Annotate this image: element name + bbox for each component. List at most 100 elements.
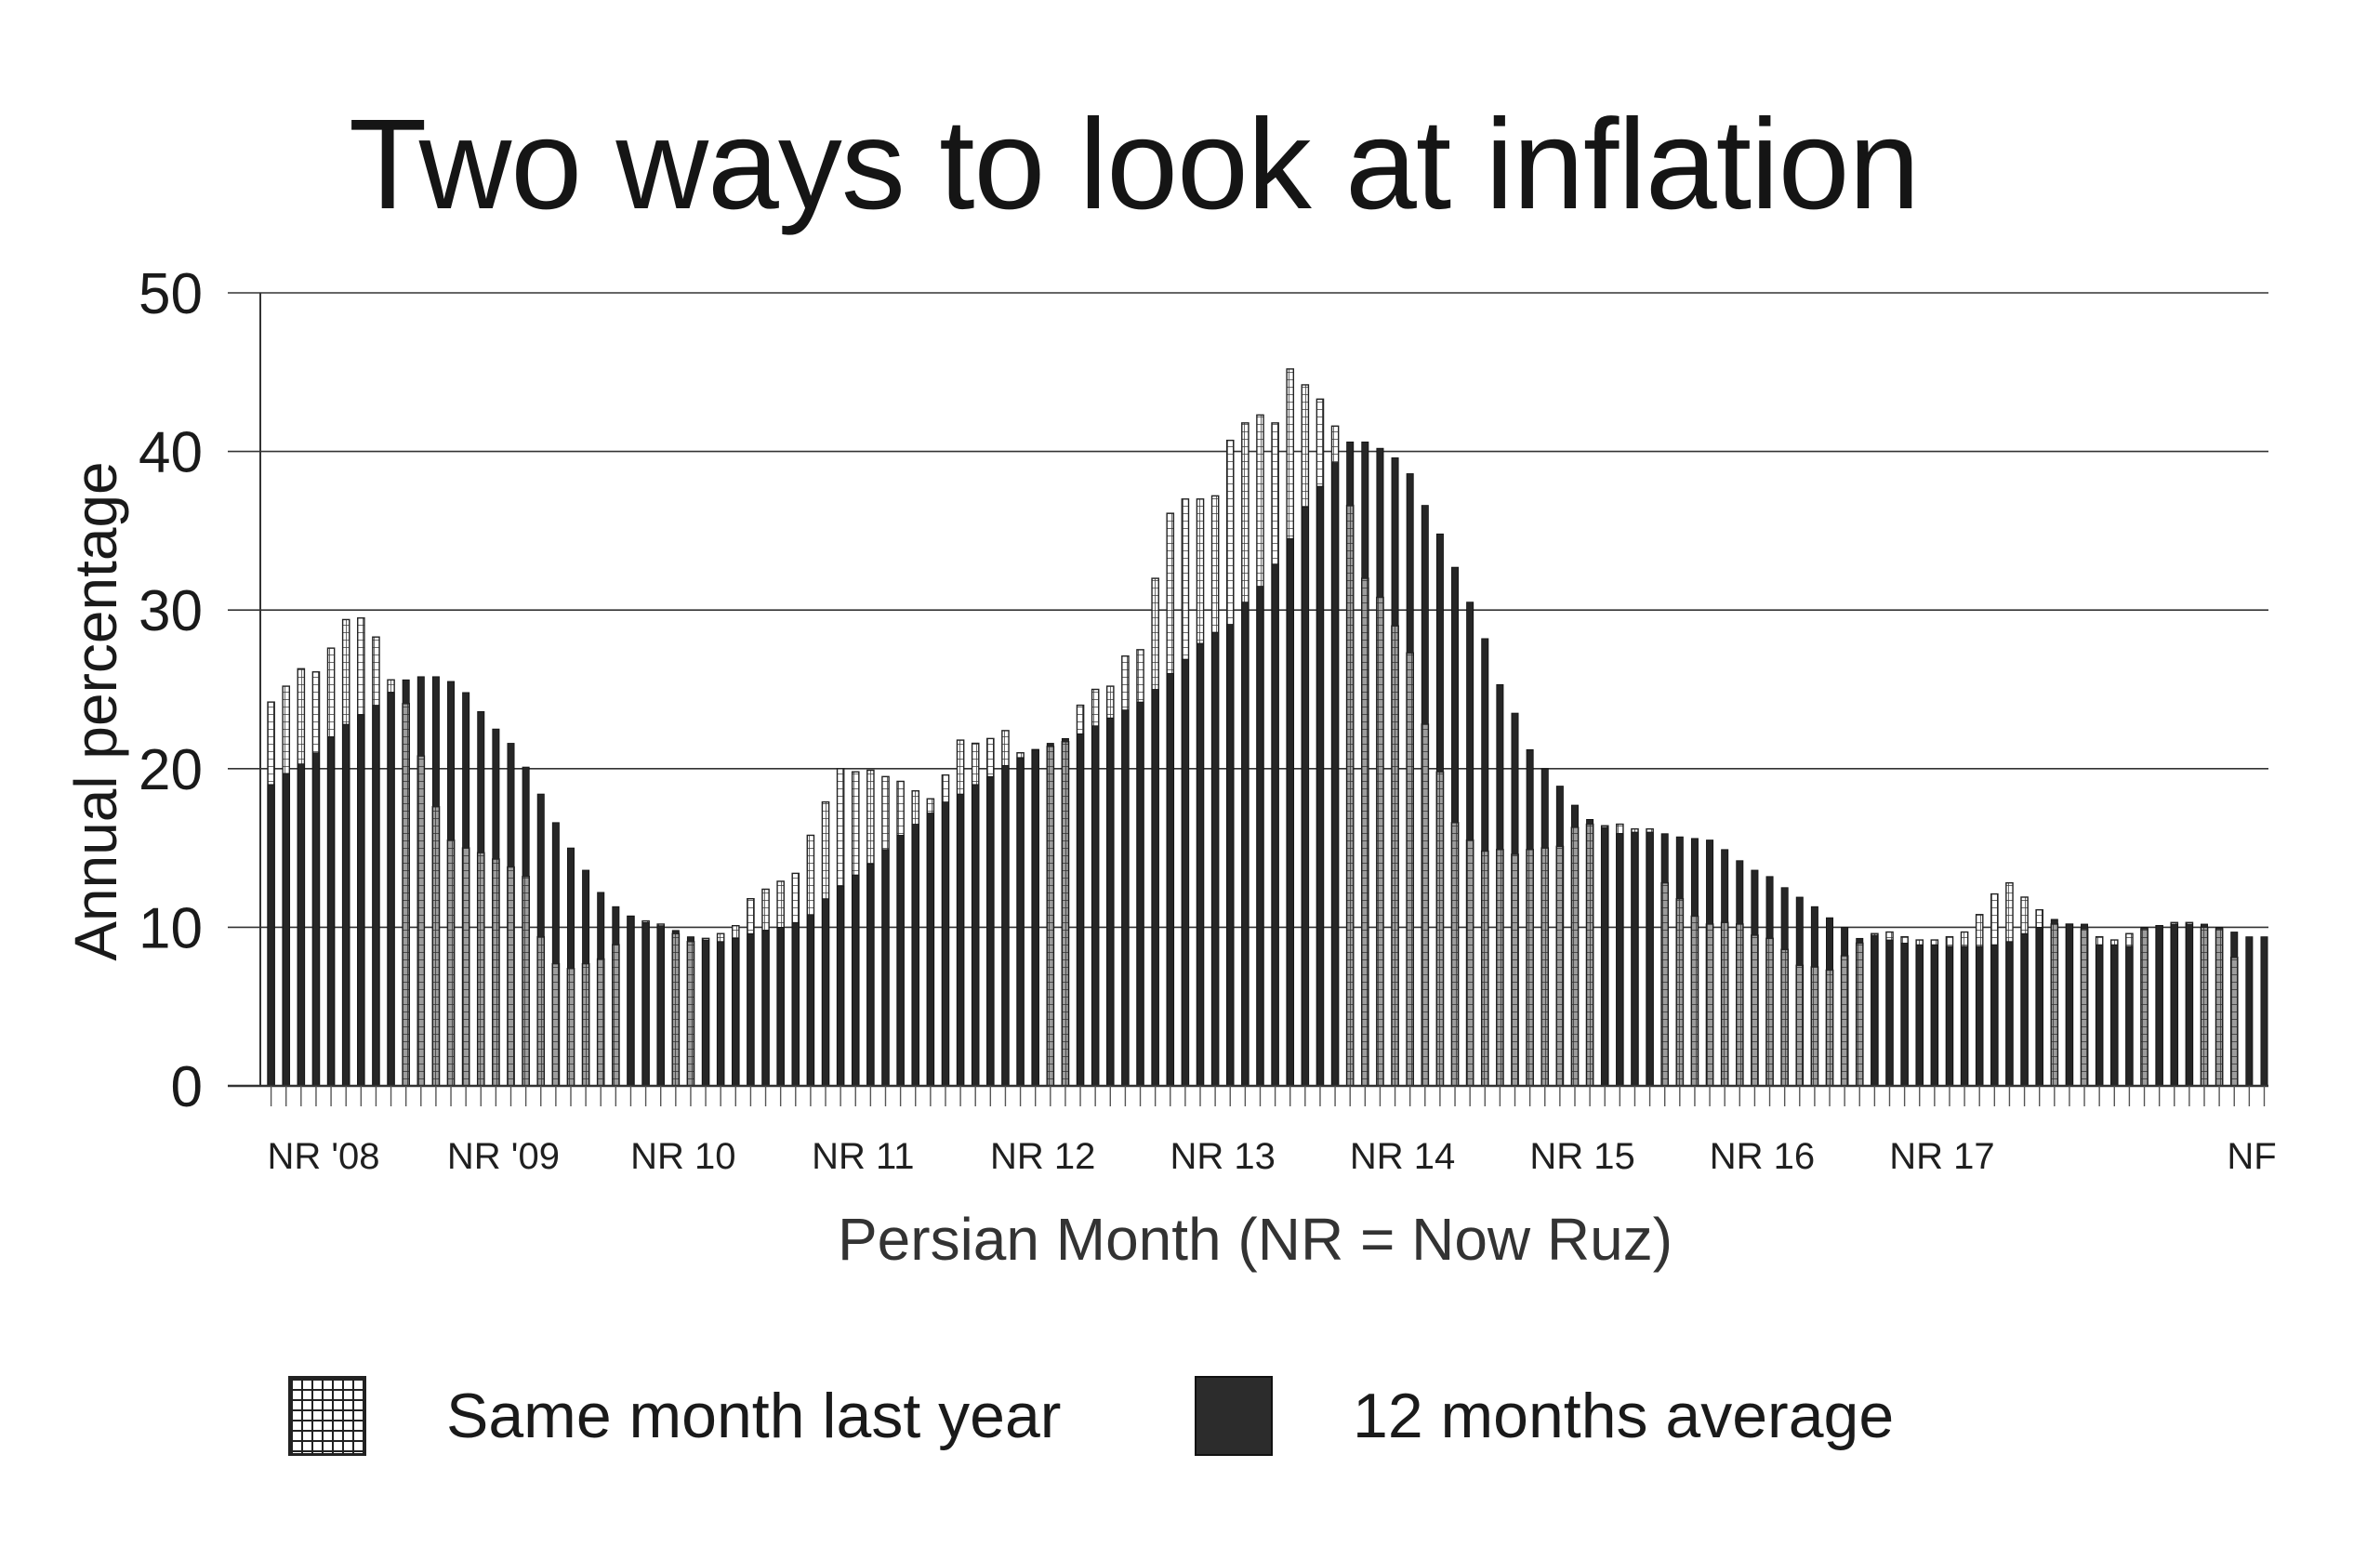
bar-12-months-average <box>1331 462 1340 1087</box>
bar-same-month-last-year-overlay <box>1585 823 1594 1087</box>
bar-12-months-average <box>986 775 995 1087</box>
bar-same-month-last-year-overlay <box>2080 928 2089 1087</box>
x-tick-label: NR 10 <box>630 1136 735 1177</box>
bar-same-month-last-year-overlay <box>1855 942 1864 1087</box>
bar-same-month-last-year-overlay <box>1705 923 1714 1087</box>
bar-12-months-average <box>372 705 380 1087</box>
bar-same-month-last-year-overlay <box>1690 915 1699 1087</box>
bar-same-month-last-year-overlay <box>1660 881 1670 1087</box>
bar-12-months-average <box>2185 923 2193 1087</box>
bar-12-months-average <box>1106 717 1115 1087</box>
bar-same-month-last-year-overlay <box>1391 625 1399 1087</box>
bar-12-months-average <box>1871 934 1879 1087</box>
legend-item-avg12: 12 months average <box>1195 1376 1894 1456</box>
bar-12-months-average <box>881 849 890 1087</box>
bar-12-months-average <box>1976 945 1984 1087</box>
bar-12-months-average <box>1900 943 1909 1087</box>
bar-12-months-average <box>656 925 665 1087</box>
bar-12-months-average <box>1616 833 1624 1087</box>
bar-same-month-last-year-overlay <box>1465 839 1474 1087</box>
x-tick-label: NF <box>2227 1136 2276 1177</box>
bar-12-months-average <box>1091 725 1100 1087</box>
bar-12-months-average <box>2065 923 2073 1087</box>
bar-same-month-last-year-overlay <box>1570 826 1580 1087</box>
bar-12-months-average <box>2260 936 2268 1087</box>
bar-same-month-last-year-overlay <box>1555 845 1565 1087</box>
bar-same-month-last-year-overlay <box>1795 964 1805 1087</box>
bar-12-months-average <box>1286 538 1294 1087</box>
y-tick-label: 50 <box>139 262 203 326</box>
y-tick-label: 40 <box>139 421 203 485</box>
bar-12-months-average <box>866 863 875 1087</box>
bar-12-months-average <box>791 921 800 1087</box>
bar-12-months-average <box>1077 733 1085 1087</box>
bar-12-months-average <box>357 714 365 1087</box>
bar-12-months-average <box>1031 748 1039 1087</box>
bar-12-months-average <box>1961 945 1969 1087</box>
bar-same-month-last-year-overlay <box>1810 966 1819 1087</box>
bar-12-months-average <box>852 874 860 1087</box>
bar-same-month-last-year-overlay <box>1675 897 1685 1087</box>
y-tick-label: 10 <box>139 896 203 960</box>
bar-same-month-last-year-overlay <box>671 932 681 1087</box>
bar-same-month-last-year-overlay <box>2229 957 2239 1087</box>
bar-12-months-average <box>1197 642 1205 1087</box>
solid-swatch-icon <box>1195 1376 1273 1456</box>
bar-same-month-last-year-overlay <box>536 935 546 1087</box>
bar-same-month-last-year-overlay <box>1840 955 1849 1087</box>
bar-12-months-average <box>972 784 980 1087</box>
bar-same-month-last-year-overlay <box>1780 948 1789 1087</box>
bar-same-month-last-year-overlay <box>596 958 605 1087</box>
bar-12-months-average <box>2035 927 2043 1087</box>
x-tick-label: NR 12 <box>990 1136 1095 1177</box>
bar-12-months-average <box>732 937 740 1087</box>
bar-same-month-last-year-overlay <box>1406 652 1414 1087</box>
y-axis-label: Annual percentage <box>62 461 129 960</box>
bar-same-month-last-year-overlay <box>1751 934 1759 1087</box>
bar-12-months-average <box>806 914 814 1087</box>
bar-same-month-last-year-overlay <box>1825 969 1834 1087</box>
legend-label-same-month: Same month last year <box>446 1381 1062 1451</box>
bar-12-months-average <box>2170 923 2178 1087</box>
bar-same-month-last-year-overlay <box>1765 937 1774 1087</box>
bar-same-month-last-year-overlay <box>1435 771 1445 1087</box>
x-tick-label: NR 13 <box>1170 1136 1275 1177</box>
bar-12-months-average <box>1016 757 1025 1087</box>
bar-12-months-average <box>627 916 635 1087</box>
bar-12-months-average <box>1301 506 1309 1087</box>
bar-12-months-average <box>2020 932 2029 1087</box>
bar-12-months-average <box>282 773 290 1087</box>
bar-same-month-last-year-overlay <box>1736 923 1744 1087</box>
bar-12-months-average <box>1316 485 1324 1087</box>
legend-label-avg12: 12 months average <box>1353 1381 1895 1451</box>
bar-same-month-last-year-overlay <box>1496 849 1504 1087</box>
legend-item-same-month: Same month last year <box>288 1376 1061 1456</box>
bar-same-month-last-year-overlay <box>2050 923 2059 1087</box>
bar-same-month-last-year-overlay <box>492 858 500 1087</box>
bar-12-months-average <box>1271 563 1279 1087</box>
y-tick-label: 30 <box>139 579 203 643</box>
bar-12-months-average <box>957 793 965 1087</box>
bar-12-months-average <box>327 736 336 1087</box>
x-tick-labels: NR '08 NR '09 NR 10 NR 11 NR 12 NR 13 NR 14 NR … <box>267 1136 2276 1177</box>
bar-12-months-average <box>1181 658 1189 1087</box>
bar-12-months-average <box>747 932 755 1087</box>
bar-same-month-last-year-overlay <box>581 962 590 1087</box>
bar-12-months-average <box>941 801 949 1087</box>
bar-same-month-last-year-overlay <box>1376 596 1384 1087</box>
bar-12-months-average <box>1885 939 1894 1087</box>
bar-same-month-last-year-overlay <box>612 944 620 1087</box>
bar-12-months-average <box>1226 624 1235 1087</box>
y-tick-labels: 0 10 20 30 40 50 <box>139 262 203 1119</box>
bar-12-months-average <box>822 898 830 1087</box>
bar-12-months-average <box>2245 936 2254 1087</box>
bar-12-months-average <box>837 885 845 1087</box>
bar-same-month-last-year-overlay <box>522 876 530 1087</box>
x-tick-label: NR 16 <box>1710 1136 1815 1177</box>
bar-same-month-last-year-overlay <box>507 866 515 1087</box>
bar-12-months-average <box>2096 944 2104 1087</box>
bar-12-months-average <box>926 813 934 1087</box>
bar-12-months-average <box>311 752 320 1087</box>
bar-same-month-last-year-overlay <box>1345 504 1355 1087</box>
